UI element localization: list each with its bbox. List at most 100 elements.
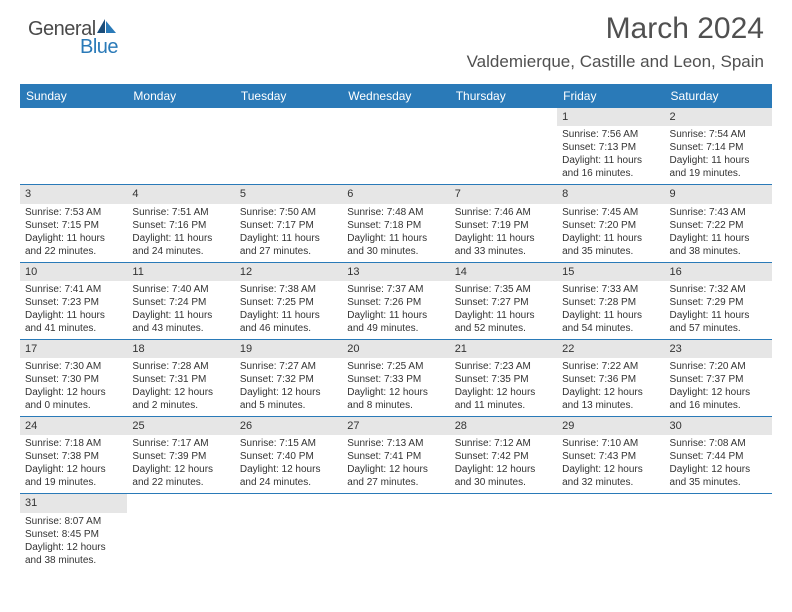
sunrise-line: Sunrise: 7:28 AM <box>132 360 229 373</box>
day-number: 9 <box>665 185 772 203</box>
daylight-line-1: Daylight: 12 hours <box>562 386 659 399</box>
daylight-line-1: Daylight: 12 hours <box>25 463 122 476</box>
daylight-line-2: and 19 minutes. <box>25 476 122 489</box>
sunrise-line: Sunrise: 7:15 AM <box>240 437 337 450</box>
day-number: 17 <box>20 340 127 358</box>
daylight-line-1: Daylight: 11 hours <box>670 232 767 245</box>
day-number: 15 <box>557 263 664 281</box>
sunrise-line: Sunrise: 7:12 AM <box>455 437 552 450</box>
calendar-day: 15Sunrise: 7:33 AMSunset: 7:28 PMDayligh… <box>557 263 664 339</box>
sunset-line: Sunset: 7:29 PM <box>670 296 767 309</box>
daylight-line-1: Daylight: 12 hours <box>670 386 767 399</box>
daylight-line-2: and 0 minutes. <box>25 399 122 412</box>
day-details: Sunrise: 7:48 AMSunset: 7:18 PMDaylight:… <box>342 204 449 262</box>
calendar-day: 22Sunrise: 7:22 AMSunset: 7:36 PMDayligh… <box>557 340 664 416</box>
daylight-line-2: and 16 minutes. <box>562 167 659 180</box>
sunrise-line: Sunrise: 7:08 AM <box>670 437 767 450</box>
calendar-day <box>342 494 449 570</box>
daylight-line-2: and 38 minutes. <box>670 245 767 258</box>
day-details: Sunrise: 7:12 AMSunset: 7:42 PMDaylight:… <box>450 435 557 493</box>
calendar-day <box>342 108 449 184</box>
calendar-day: 7Sunrise: 7:46 AMSunset: 7:19 PMDaylight… <box>450 185 557 261</box>
daylight-line-1: Daylight: 12 hours <box>455 463 552 476</box>
day-number: 12 <box>235 263 342 281</box>
logo: General Blue <box>28 18 117 41</box>
sunset-line: Sunset: 7:22 PM <box>670 219 767 232</box>
sunset-line: Sunset: 7:38 PM <box>25 450 122 463</box>
daylight-line-1: Daylight: 11 hours <box>25 232 122 245</box>
daylight-line-2: and 54 minutes. <box>562 322 659 335</box>
daylight-line-1: Daylight: 12 hours <box>347 386 444 399</box>
daylight-line-1: Daylight: 12 hours <box>25 541 122 554</box>
daylight-line-1: Daylight: 11 hours <box>455 232 552 245</box>
day-details: Sunrise: 7:15 AMSunset: 7:40 PMDaylight:… <box>235 435 342 493</box>
weekday-header: Friday <box>557 84 664 108</box>
calendar-day: 17Sunrise: 7:30 AMSunset: 7:30 PMDayligh… <box>20 340 127 416</box>
daylight-line-1: Daylight: 11 hours <box>132 309 229 322</box>
sunrise-line: Sunrise: 7:20 AM <box>670 360 767 373</box>
day-number: 24 <box>20 417 127 435</box>
daylight-line-1: Daylight: 11 hours <box>347 232 444 245</box>
page-title: March 2024 <box>20 12 772 46</box>
sunset-line: Sunset: 7:19 PM <box>455 219 552 232</box>
calendar-week: 31Sunrise: 8:07 AMSunset: 8:45 PMDayligh… <box>20 494 772 570</box>
daylight-line-2: and 32 minutes. <box>562 476 659 489</box>
sunset-line: Sunset: 7:30 PM <box>25 373 122 386</box>
day-details: Sunrise: 7:40 AMSunset: 7:24 PMDaylight:… <box>127 281 234 339</box>
calendar-day: 23Sunrise: 7:20 AMSunset: 7:37 PMDayligh… <box>665 340 772 416</box>
sunrise-line: Sunrise: 7:38 AM <box>240 283 337 296</box>
calendar-day <box>450 108 557 184</box>
daylight-line-1: Daylight: 11 hours <box>670 309 767 322</box>
daylight-line-2: and 41 minutes. <box>25 322 122 335</box>
day-number: 7 <box>450 185 557 203</box>
day-details: Sunrise: 7:18 AMSunset: 7:38 PMDaylight:… <box>20 435 127 493</box>
day-details: Sunrise: 7:54 AMSunset: 7:14 PMDaylight:… <box>665 126 772 184</box>
day-details: Sunrise: 7:51 AMSunset: 7:16 PMDaylight:… <box>127 204 234 262</box>
sunrise-line: Sunrise: 7:40 AM <box>132 283 229 296</box>
sunrise-line: Sunrise: 7:13 AM <box>347 437 444 450</box>
day-number: 11 <box>127 263 234 281</box>
day-details: Sunrise: 7:23 AMSunset: 7:35 PMDaylight:… <box>450 358 557 416</box>
daylight-line-1: Daylight: 11 hours <box>132 232 229 245</box>
daylight-line-2: and 24 minutes. <box>132 245 229 258</box>
weekday-header: Tuesday <box>235 84 342 108</box>
sunrise-line: Sunrise: 7:22 AM <box>562 360 659 373</box>
daylight-line-2: and 22 minutes. <box>132 476 229 489</box>
sunrise-line: Sunrise: 7:53 AM <box>25 206 122 219</box>
day-number: 4 <box>127 185 234 203</box>
daylight-line-2: and 27 minutes. <box>240 245 337 258</box>
daylight-line-2: and 35 minutes. <box>670 476 767 489</box>
calendar-day <box>665 494 772 570</box>
calendar-day: 31Sunrise: 8:07 AMSunset: 8:45 PMDayligh… <box>20 494 127 570</box>
calendar-week: 17Sunrise: 7:30 AMSunset: 7:30 PMDayligh… <box>20 340 772 417</box>
sunrise-line: Sunrise: 7:32 AM <box>670 283 767 296</box>
daylight-line-2: and 30 minutes. <box>347 245 444 258</box>
sunset-line: Sunset: 8:45 PM <box>25 528 122 541</box>
calendar-day: 11Sunrise: 7:40 AMSunset: 7:24 PMDayligh… <box>127 263 234 339</box>
daylight-line-2: and 24 minutes. <box>240 476 337 489</box>
calendar-day: 8Sunrise: 7:45 AMSunset: 7:20 PMDaylight… <box>557 185 664 261</box>
calendar-week: 1Sunrise: 7:56 AMSunset: 7:13 PMDaylight… <box>20 108 772 185</box>
calendar-day <box>235 108 342 184</box>
sunset-line: Sunset: 7:24 PM <box>132 296 229 309</box>
day-number: 10 <box>20 263 127 281</box>
calendar-day: 9Sunrise: 7:43 AMSunset: 7:22 PMDaylight… <box>665 185 772 261</box>
sunrise-line: Sunrise: 7:50 AM <box>240 206 337 219</box>
sunset-line: Sunset: 7:26 PM <box>347 296 444 309</box>
sunrise-line: Sunrise: 7:41 AM <box>25 283 122 296</box>
calendar-day: 24Sunrise: 7:18 AMSunset: 7:38 PMDayligh… <box>20 417 127 493</box>
day-details: Sunrise: 7:08 AMSunset: 7:44 PMDaylight:… <box>665 435 772 493</box>
daylight-line-2: and 2 minutes. <box>132 399 229 412</box>
day-details: Sunrise: 7:27 AMSunset: 7:32 PMDaylight:… <box>235 358 342 416</box>
day-number: 13 <box>342 263 449 281</box>
day-details: Sunrise: 7:41 AMSunset: 7:23 PMDaylight:… <box>20 281 127 339</box>
day-number: 2 <box>665 108 772 126</box>
day-details: Sunrise: 7:43 AMSunset: 7:22 PMDaylight:… <box>665 204 772 262</box>
sunset-line: Sunset: 7:17 PM <box>240 219 337 232</box>
calendar-day: 13Sunrise: 7:37 AMSunset: 7:26 PMDayligh… <box>342 263 449 339</box>
day-number: 14 <box>450 263 557 281</box>
daylight-line-1: Daylight: 12 hours <box>455 386 552 399</box>
sunset-line: Sunset: 7:25 PM <box>240 296 337 309</box>
day-number: 23 <box>665 340 772 358</box>
day-number: 28 <box>450 417 557 435</box>
